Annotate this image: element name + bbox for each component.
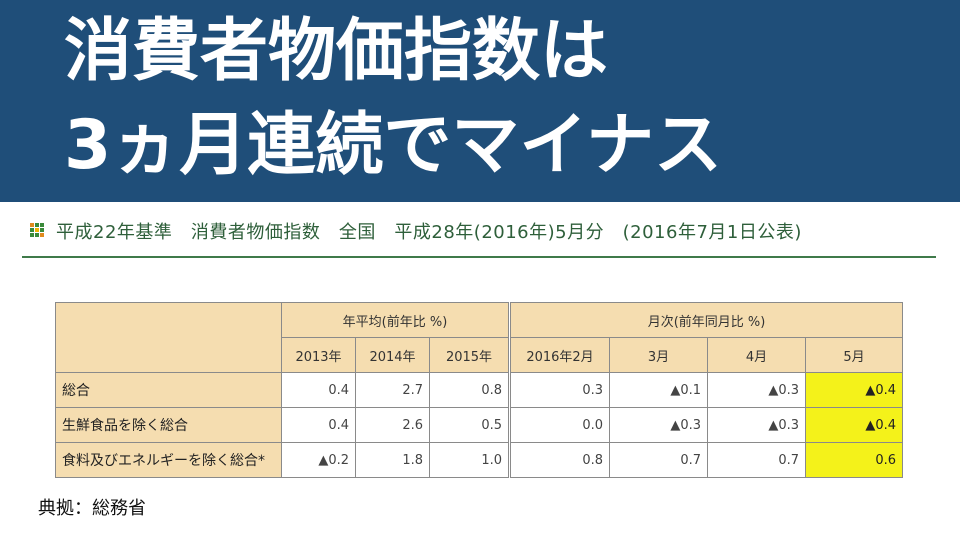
table-cell: 0.4 bbox=[281, 372, 356, 408]
table-cell: 1.8 bbox=[355, 442, 430, 478]
table-cell: 0.8 bbox=[508, 442, 610, 478]
grid-icon-cell bbox=[40, 223, 44, 227]
column-header: 5月 bbox=[804, 337, 904, 373]
source-note: 典拠：総務省 bbox=[38, 498, 146, 519]
cpi-table: 年平均(前年比 %) 月次(前年同月比 %) 2013年 2014年 2015年… bbox=[55, 302, 904, 478]
table-cell: 0.7 bbox=[609, 442, 708, 478]
row-label: 生鮮食品を除く総合 bbox=[55, 407, 282, 443]
row-label: 食料及びエネルギーを除く総合* bbox=[55, 442, 282, 478]
column-header: 3月 bbox=[609, 337, 708, 373]
table-cell: ▲0.3 bbox=[707, 407, 806, 443]
column-header: 4月 bbox=[707, 337, 806, 373]
grid-icon-cell bbox=[35, 223, 39, 227]
subtitle-text: 平成22年基準 消費者物価指数 全国 平成28年(2016年)5月分 (2016… bbox=[56, 222, 802, 243]
table-cell: 0.5 bbox=[429, 407, 510, 443]
table-row: 食料及びエネルギーを除く総合* ▲0.2 1.8 1.0 0.8 0.7 0.7… bbox=[55, 442, 904, 478]
table-cell: 0.4 bbox=[281, 407, 356, 443]
grid-icon-cell bbox=[35, 233, 39, 237]
monthly-group-header: 月次(前年同月比 %) bbox=[507, 302, 904, 338]
table-row: 総合 0.4 2.7 0.8 0.3 ▲0.1 ▲0.3 ▲0.4 bbox=[55, 372, 904, 408]
headline-banner: 消費者物価指数は 3ヵ月連続でマイナス bbox=[0, 0, 960, 202]
row-label: 総合 bbox=[55, 372, 282, 408]
table-cell: 2.7 bbox=[355, 372, 430, 408]
table-row: 生鮮食品を除く総合 0.4 2.6 0.5 0.0 ▲0.3 ▲0.3 ▲0.4 bbox=[55, 407, 904, 443]
grid-icon-cell bbox=[40, 233, 44, 237]
table-cell: 1.0 bbox=[429, 442, 510, 478]
table-cell: ▲0.3 bbox=[609, 407, 708, 443]
grid-icon bbox=[30, 223, 46, 239]
grid-icon-cell bbox=[30, 223, 34, 227]
subtitle-row: 平成22年基準 消費者物価指数 全国 平成28年(2016年)5月分 (2016… bbox=[24, 216, 802, 246]
headline-line-2: 3ヵ月連続でマイナス bbox=[64, 106, 722, 185]
table-cell: 0.7 bbox=[707, 442, 806, 478]
table-cell: ▲0.3 bbox=[707, 372, 806, 408]
table-cell: ▲0.2 bbox=[281, 442, 356, 478]
table-cell: 0.0 bbox=[508, 407, 610, 443]
highlighted-cell: 0.6 bbox=[804, 442, 904, 478]
grid-icon-cell bbox=[40, 228, 44, 232]
grid-icon-cell bbox=[30, 228, 34, 232]
highlighted-cell: ▲0.4 bbox=[804, 407, 904, 443]
column-header: 2015年 bbox=[429, 337, 510, 373]
highlighted-cell: ▲0.4 bbox=[804, 372, 904, 408]
corner-header-cell bbox=[55, 302, 282, 373]
subtitle-divider bbox=[22, 256, 936, 258]
grid-icon-cell bbox=[35, 228, 39, 232]
annual-group-header: 年平均(前年比 %) bbox=[281, 302, 510, 338]
grid-icon-cell bbox=[30, 233, 34, 237]
column-header: 2016年2月 bbox=[508, 337, 610, 373]
table-cell: 0.8 bbox=[429, 372, 510, 408]
column-header: 2013年 bbox=[281, 337, 356, 373]
headline-line-1: 消費者物価指数は bbox=[64, 12, 609, 91]
table-cell: 0.3 bbox=[508, 372, 610, 408]
table-cell: ▲0.1 bbox=[609, 372, 708, 408]
table-cell: 2.6 bbox=[355, 407, 430, 443]
column-header-row: 2013年 2014年 2015年 2016年2月 3月 4月 5月 bbox=[56, 337, 904, 373]
column-header: 2014年 bbox=[355, 337, 430, 373]
group-header-row: 年平均(前年比 %) 月次(前年同月比 %) bbox=[55, 302, 904, 373]
